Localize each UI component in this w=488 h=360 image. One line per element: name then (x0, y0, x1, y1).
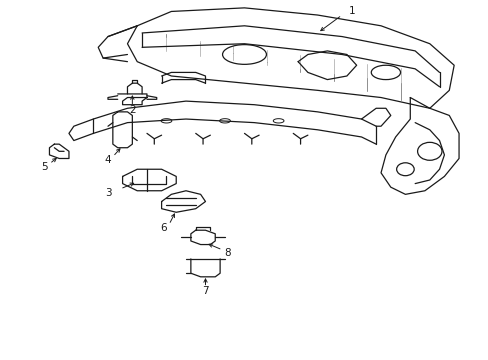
Text: 2: 2 (129, 105, 135, 115)
Text: 5: 5 (41, 162, 48, 172)
Text: 8: 8 (224, 248, 230, 258)
Text: 6: 6 (161, 224, 167, 233)
Text: 4: 4 (104, 155, 111, 165)
Text: 7: 7 (202, 286, 208, 296)
Text: 3: 3 (104, 188, 111, 198)
Text: 1: 1 (348, 6, 354, 17)
